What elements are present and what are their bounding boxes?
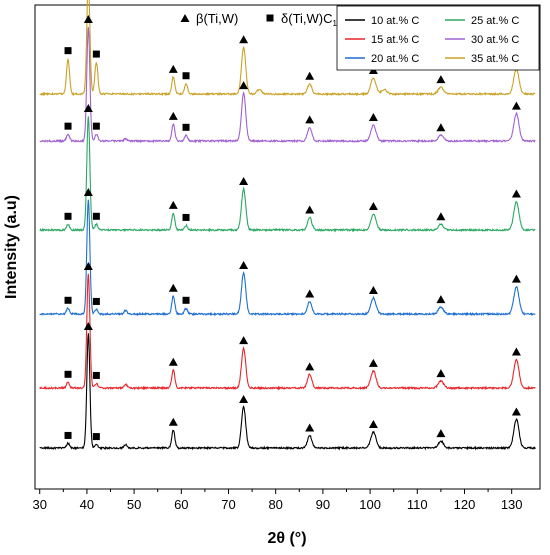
beta-peak-marker — [83, 15, 93, 23]
beta-peak-marker — [436, 429, 446, 438]
beta-peak-marker — [368, 202, 378, 211]
beta-peak-marker — [511, 347, 521, 356]
beta-peak-marker — [511, 101, 521, 110]
beta-peak-marker — [83, 262, 93, 270]
delta-peak-marker — [92, 433, 100, 441]
beta-peak-marker — [511, 407, 521, 416]
beta-peak-marker — [239, 176, 249, 185]
series-line — [39, 116, 536, 233]
delta-peak-marker — [92, 50, 100, 58]
beta-peak-marker — [239, 336, 249, 345]
delta-peak-marker — [64, 122, 72, 130]
x-tick-label: 40 — [80, 497, 94, 512]
delta-peak-marker — [182, 296, 190, 304]
beta-peak-marker — [180, 14, 190, 22]
delta-peak-marker — [182, 213, 190, 221]
beta-peak-marker — [436, 369, 446, 378]
delta-peak-marker — [64, 47, 72, 55]
delta-peak-marker — [64, 370, 72, 378]
delta-peak-marker — [92, 122, 100, 130]
beta-peak-marker — [239, 394, 249, 403]
beta-peak-marker — [305, 423, 315, 432]
beta-peak-marker — [168, 283, 178, 292]
legend-label: 15 at.% C — [371, 34, 419, 46]
x-tick-label: 80 — [268, 497, 282, 512]
beta-peak-marker — [368, 113, 378, 122]
beta-peak-marker — [305, 71, 315, 80]
delta-peak-marker — [266, 14, 274, 22]
series-line — [39, 273, 536, 391]
beta-peak-marker — [83, 188, 93, 196]
beta-peak-marker — [83, 322, 93, 330]
delta-peak-marker — [92, 297, 100, 305]
beta-peak-marker — [436, 75, 446, 84]
series-legend: 10 at.% C 15 at.% C 20 at.% C 25 at.% C 30 a… — [336, 5, 540, 71]
legend-label: 35 at.% C — [471, 53, 519, 65]
x-tick-label: 100 — [359, 497, 381, 512]
beta-peak-marker — [239, 35, 249, 44]
beta-peak-marker — [368, 358, 378, 367]
series-line — [39, 0, 536, 97]
x-tick-label: 120 — [454, 497, 476, 512]
beta-peak-marker — [239, 81, 249, 90]
series-layer — [39, 0, 536, 451]
series-legend-box — [336, 5, 540, 71]
x-axis-title: 2θ (°) — [267, 530, 306, 547]
beta-peak-marker — [305, 362, 315, 371]
delta-peak-marker — [182, 72, 190, 80]
beta-peak-marker — [83, 104, 93, 112]
marker-legend-label: β(Ti,W) — [196, 11, 238, 26]
beta-peak-marker — [436, 123, 446, 132]
legend-label: 10 at.% C — [371, 15, 419, 27]
beta-peak-marker — [368, 420, 378, 429]
x-tick-label: 70 — [221, 497, 235, 512]
x-tick-label: 50 — [127, 497, 141, 512]
beta-peak-marker — [511, 189, 521, 198]
legend-label: 20 at.% C — [371, 53, 419, 65]
delta-peak-marker — [64, 296, 72, 304]
beta-peak-marker — [436, 295, 446, 304]
delta-peak-marker — [182, 123, 190, 131]
series-line — [39, 27, 536, 144]
x-tick-label: 30 — [32, 497, 46, 512]
legend-label: 25 at.% C — [471, 15, 519, 27]
beta-peak-marker — [305, 115, 315, 124]
y-axis-title: Intensity (a.u) — [3, 195, 20, 299]
beta-peak-marker — [368, 286, 378, 295]
beta-peak-marker — [168, 417, 178, 426]
x-tick-label: 130 — [501, 497, 523, 512]
series-line — [39, 199, 536, 317]
marker-legend: β(Ti,W) δ(Ti,W)C1−x — [180, 11, 346, 28]
x-tick-label: 110 — [407, 497, 428, 512]
beta-peak-marker — [168, 111, 178, 120]
x-tick-label: 90 — [316, 497, 330, 512]
beta-peak-marker — [305, 289, 315, 298]
delta-peak-marker — [64, 212, 72, 220]
delta-peak-marker — [92, 212, 100, 220]
marker-legend-label: δ(Ti,W)C1−x — [281, 11, 346, 28]
beta-peak-marker — [305, 205, 315, 214]
delta-peak-marker — [64, 431, 72, 439]
series-line — [39, 333, 536, 451]
beta-peak-marker — [168, 64, 178, 73]
beta-peak-marker — [168, 200, 178, 209]
delta-peak-marker — [92, 371, 100, 379]
plot-frame — [34, 4, 541, 490]
beta-peak-marker — [511, 274, 521, 283]
peak-marker-layer — [64, 15, 521, 441]
beta-peak-marker — [239, 260, 249, 269]
x-tick-label: 60 — [174, 497, 188, 512]
x-axis: 30 40 50 60 70 80 90 100 110 120 130 — [32, 489, 523, 512]
legend-label: 30 at.% C — [471, 34, 519, 46]
beta-peak-marker — [168, 357, 178, 366]
beta-peak-marker — [436, 212, 446, 221]
